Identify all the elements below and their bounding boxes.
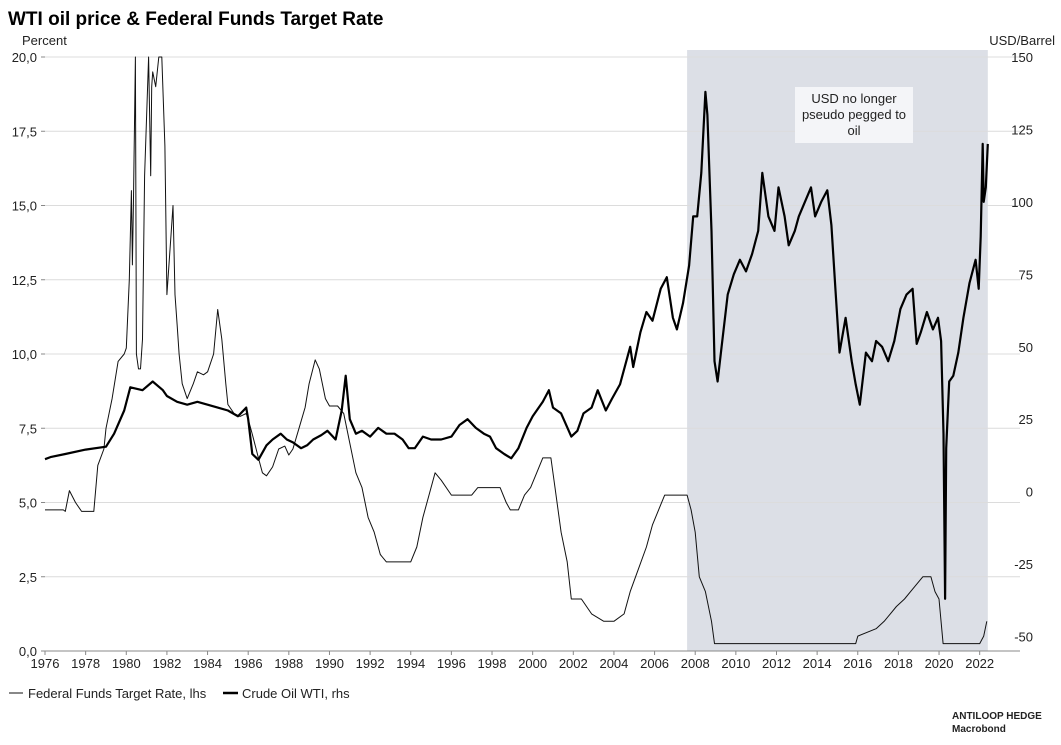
x-tick-label: 2018 [884,656,913,671]
right-tick-label: -50 [1014,630,1033,645]
annotation-text-line: oil [847,123,860,138]
x-tick-label: 1978 [71,656,100,671]
right-tick-label: -25 [1014,557,1033,572]
credit-line-1: ANTILOOP HEDGE [952,711,1042,722]
shaded-region-layer [687,50,988,651]
x-tick-label: 1996 [437,656,466,671]
legend: Federal Funds Target Rate, lhs Crude Oil… [9,686,350,701]
legend-label-fed-funds: Federal Funds Target Rate, lhs [28,686,207,701]
x-tick-label: 1990 [315,656,344,671]
shaded-region [687,50,988,651]
x-tick-label: 1980 [112,656,141,671]
left-tick-label: 10,0 [12,347,37,362]
x-tick-label: 2010 [721,656,750,671]
left-tick-label: 2,5 [19,570,37,585]
x-tick-label: 1988 [274,656,303,671]
left-tick-label: 15,0 [12,199,37,214]
right-tick-label: 150 [1011,50,1033,65]
chart-title: WTI oil price & Federal Funds Target Rat… [8,9,383,30]
x-tick-label: 2004 [599,656,628,671]
right-tick-label: 125 [1011,122,1033,137]
right-tick-label: 100 [1011,195,1033,210]
series-layer [44,56,989,645]
x-tick-label: 2012 [762,656,791,671]
right-tick-label: 50 [1019,340,1033,355]
left-tick-label: 17,5 [12,124,37,139]
left-tick-label: 5,0 [19,496,37,511]
x-tick-label: 2020 [925,656,954,671]
x-tick-label: 1992 [356,656,385,671]
right-axis-ticks: -50 -25 0 25 50 75 100 125 150 [1011,50,1033,645]
x-tick-label: 1976 [31,656,60,671]
x-tick-label: 2022 [965,656,994,671]
x-tick-label: 1998 [478,656,507,671]
annotation-text-line: pseudo pegged to [802,107,906,122]
annotation-text-line: USD no longer [811,91,897,106]
annotation-box [795,87,913,143]
x-tick-label: 1982 [152,656,181,671]
x-tick-label: 2006 [640,656,669,671]
right-tick-label: 25 [1019,412,1033,427]
left-tick-label: 12,5 [12,273,37,288]
x-tick-label: 2016 [843,656,872,671]
left-tick-label: 0,0 [19,644,37,659]
x-tick-label: 1984 [193,656,222,671]
x-tick-label: 1986 [234,656,263,671]
x-tick-label: 2000 [518,656,547,671]
x-tick-label: 1994 [396,656,425,671]
left-tick-label: 7,5 [19,421,37,436]
x-tick-label: 2008 [681,656,710,671]
series-wti-line [44,90,989,600]
x-tick-label: 2002 [559,656,588,671]
right-tick-label: 0 [1026,485,1033,500]
x-axis-ticks: 1976 1978 1980 1982 1984 1986 1988 1990 1992 1994… [31,651,994,671]
x-tick-label: 2014 [803,656,832,671]
credit-line-2: Macrobond [952,724,1006,735]
left-axis-ticks: 0,0 2,5 5,0 7,5 10,0 12,5 15,0 17,5 20,0 [12,50,45,659]
right-axis-unit: USD/Barrel [989,33,1055,48]
left-axis-unit: Percent [22,33,67,48]
legend-label-wti: Crude Oil WTI, rhs [242,686,350,701]
right-tick-label: 75 [1019,267,1033,282]
left-tick-label: 20,0 [12,50,37,65]
series-fed-funds-line [45,56,988,645]
